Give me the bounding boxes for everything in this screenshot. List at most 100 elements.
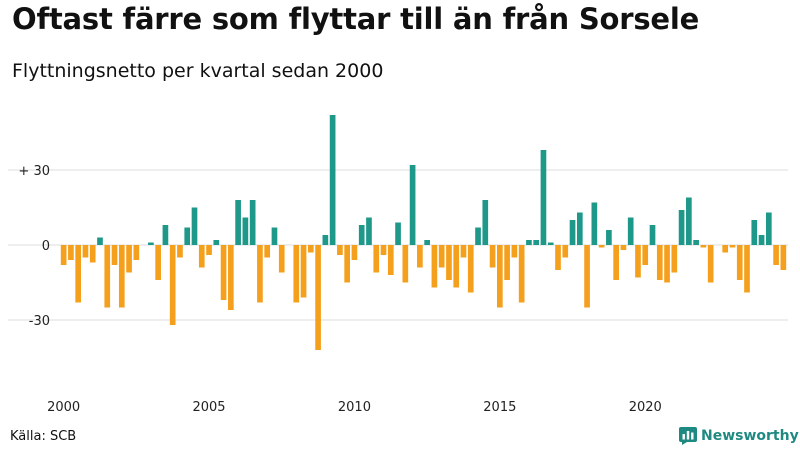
bar [635,245,641,278]
bar [511,245,518,258]
bar [751,220,758,245]
bar [60,245,67,265]
bar [271,227,278,245]
bar [213,240,220,245]
x-tick-label: 2000 [47,400,80,415]
bar [162,225,169,245]
bar [431,245,438,288]
bar [693,240,699,245]
bar [671,245,678,273]
bar [467,245,474,293]
bar [613,245,619,280]
bar [293,245,300,303]
bar [620,245,627,250]
bar [773,245,779,265]
bar [547,242,554,245]
bar [148,242,154,245]
bar [395,222,401,245]
bar [82,245,89,258]
bar [729,245,736,248]
bar [664,245,670,283]
x-tick-label: 2015 [483,400,516,415]
bar [409,165,416,245]
bar [686,197,692,245]
bar [329,115,336,245]
bar [780,245,787,270]
x-tick-label: 2020 [629,400,662,415]
y-tick-label: -30 [29,314,50,329]
bar [765,212,772,245]
chart-subtitle: Flyttningsnetto per kvartal sedan 2000 [12,60,384,82]
bar [104,245,111,308]
bar [438,245,445,268]
bar [358,225,365,245]
bar [235,200,241,245]
bar [300,245,307,298]
bar [540,150,547,245]
bar [555,245,561,270]
bar [758,235,765,245]
bar [228,245,234,310]
bar [68,245,74,260]
bar [402,245,409,283]
bar [678,210,685,245]
bar [562,245,569,258]
bar [656,245,663,280]
bar [576,212,583,245]
bar [177,245,183,258]
bar [351,245,358,260]
bar [191,207,198,245]
brand-name: Newsworthy [701,428,799,444]
bar [169,245,176,325]
bar [453,245,460,288]
bar [97,237,103,245]
bar [126,245,132,273]
bar [700,245,707,248]
bar [584,245,590,308]
bar [75,245,82,303]
bar [518,245,525,303]
bar-chart-logo-icon [679,427,697,445]
bar [497,245,503,308]
bar [206,245,212,255]
bar [257,245,263,303]
bar [242,217,249,245]
bar [627,217,634,245]
bar [198,245,205,268]
bar [264,245,271,258]
x-tick-label: 2010 [338,400,371,415]
x-tick-label: 2005 [192,400,225,415]
bar [315,245,321,350]
bar [569,220,576,245]
bar [417,245,423,268]
bar [649,225,656,245]
bar [155,245,161,280]
bar [278,245,285,273]
bar [446,245,452,280]
bar [118,245,125,308]
source-label: Källa: SCB [10,429,77,444]
bar [89,245,96,263]
bar [373,245,380,273]
bar [504,245,510,280]
y-tick-label: 0 [42,239,50,254]
bar [744,245,750,293]
y-tick-label: + 30 [18,164,50,179]
bar [736,245,743,280]
bar [249,200,256,245]
bar [460,245,467,258]
bar [344,245,350,283]
bar [380,245,387,255]
bar [307,245,314,253]
bar [606,230,612,245]
bar [591,202,598,245]
bar [482,200,489,245]
bar [184,227,191,245]
bar [424,240,430,245]
bar [642,245,649,265]
bar [366,217,372,245]
bar [387,245,394,275]
bar [337,245,343,255]
bar [533,240,540,245]
